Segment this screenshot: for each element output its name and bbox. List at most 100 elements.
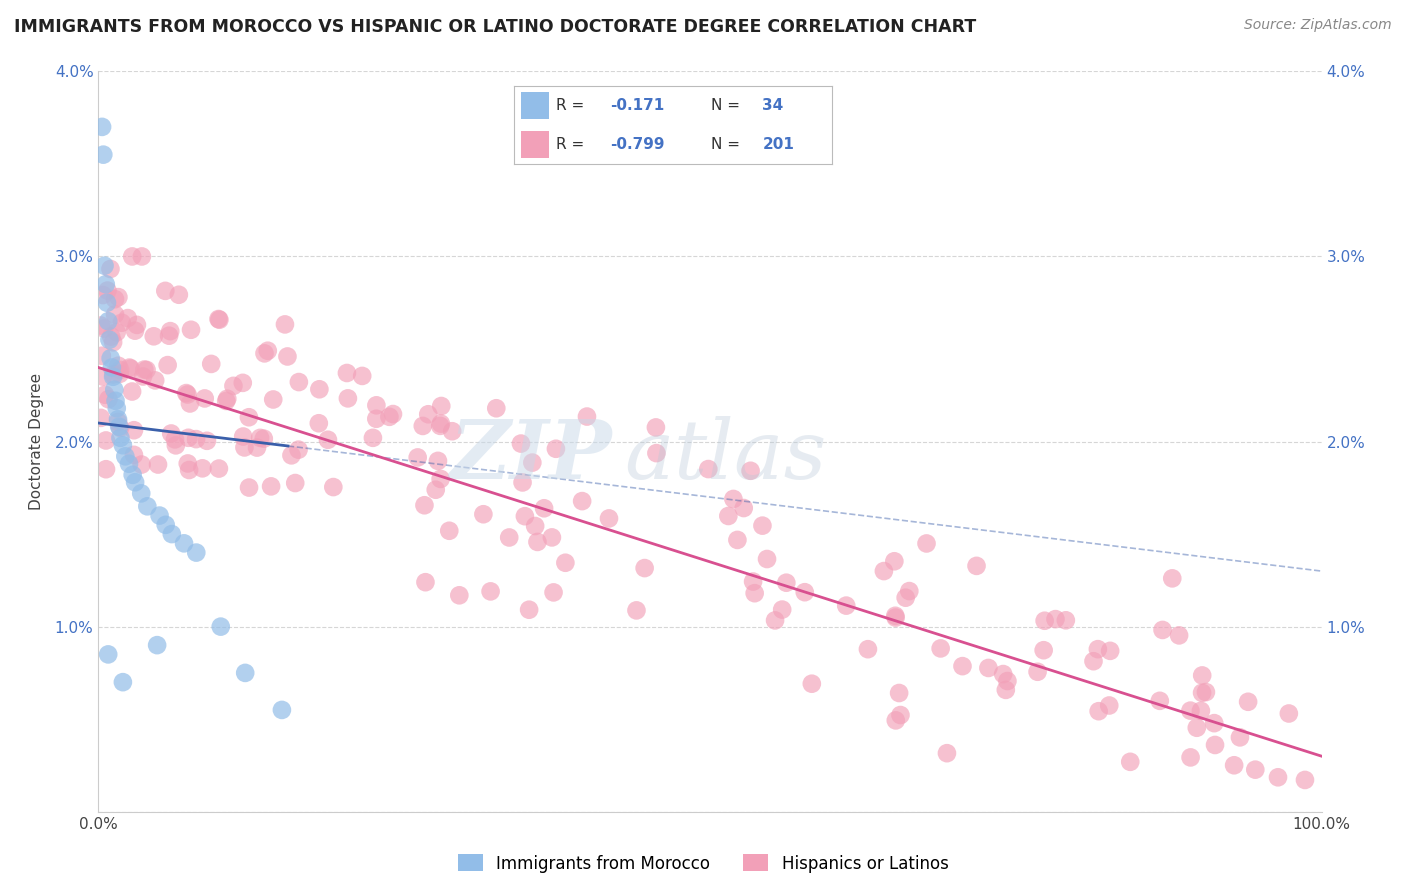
Point: [1087, 704, 1109, 718]
Point: [91, 288, 114, 302]
Point: [1204, 716, 1226, 731]
Point: [107, 290, 129, 304]
Point: [1087, 642, 1109, 657]
Point: [97, 314, 120, 328]
Point: [1278, 706, 1301, 721]
Point: [238, 410, 260, 425]
Point: [111, 438, 134, 452]
Point: [135, 363, 157, 377]
Point: [93, 259, 115, 273]
Point: [159, 324, 181, 338]
Point: [238, 481, 260, 495]
Point: [1223, 758, 1246, 772]
Point: [526, 535, 548, 549]
Point: [180, 323, 202, 337]
Point: [132, 369, 155, 384]
Point: [207, 312, 229, 326]
Point: [288, 375, 311, 389]
Point: [510, 436, 533, 450]
Point: [143, 373, 166, 387]
Point: [366, 411, 388, 425]
Point: [260, 479, 283, 493]
Point: [249, 431, 271, 445]
Point: [439, 524, 461, 538]
Point: [1244, 763, 1267, 777]
Point: [1161, 571, 1184, 585]
Point: [100, 262, 122, 277]
Point: [208, 461, 231, 475]
Point: [101, 360, 124, 375]
Point: [441, 424, 464, 438]
Point: [1180, 750, 1202, 764]
Point: [118, 360, 141, 375]
Point: [156, 358, 179, 372]
Point: [1185, 721, 1208, 735]
Point: [1098, 698, 1121, 713]
Point: [316, 433, 339, 447]
Point: [191, 461, 214, 475]
Point: [233, 441, 256, 455]
Point: [136, 500, 159, 514]
Point: [108, 419, 131, 434]
Point: [598, 511, 620, 525]
Point: [176, 387, 198, 401]
Point: [1054, 613, 1077, 627]
Point: [425, 483, 447, 497]
Point: [1032, 643, 1054, 657]
Legend: Immigrants from Morocco, Hispanics or Latinos: Immigrants from Morocco, Hispanics or La…: [451, 847, 955, 880]
Point: [1191, 668, 1213, 682]
Point: [118, 457, 141, 471]
Point: [131, 250, 153, 264]
Point: [94, 388, 117, 402]
Point: [336, 392, 359, 406]
Point: [308, 382, 330, 396]
Point: [775, 575, 797, 590]
Point: [146, 638, 169, 652]
Point: [733, 501, 755, 516]
Point: [160, 426, 183, 441]
Point: [541, 530, 564, 544]
Point: [406, 450, 429, 465]
Point: [322, 480, 344, 494]
Point: [184, 432, 207, 446]
Point: [179, 463, 201, 477]
Point: [1229, 731, 1251, 745]
Point: [429, 418, 451, 433]
Point: [1204, 738, 1226, 752]
Point: [517, 603, 540, 617]
Point: [336, 366, 359, 380]
Point: [952, 659, 974, 673]
Point: [697, 462, 720, 476]
Point: [90, 410, 112, 425]
Point: [125, 318, 148, 332]
Point: [217, 392, 239, 406]
Point: [1168, 628, 1191, 642]
Point: [723, 491, 745, 506]
Point: [763, 614, 786, 628]
Point: [101, 369, 124, 384]
Text: IMMIGRANTS FROM MOROCCO VS HISPANIC OR LATINO DOCTORATE DEGREE CORRELATION CHART: IMMIGRANTS FROM MOROCCO VS HISPANIC OR L…: [14, 18, 976, 36]
Point: [262, 392, 284, 407]
Point: [915, 536, 938, 550]
Point: [1195, 685, 1218, 699]
Point: [100, 351, 122, 366]
Point: [121, 384, 143, 399]
Point: [994, 682, 1017, 697]
Point: [167, 287, 190, 301]
Point: [884, 714, 907, 728]
Point: [104, 393, 127, 408]
Point: [90, 349, 112, 363]
Point: [626, 603, 648, 617]
Point: [883, 554, 905, 568]
Point: [554, 556, 576, 570]
Point: [101, 335, 124, 350]
Point: [740, 464, 762, 478]
Point: [111, 316, 134, 330]
Point: [146, 458, 169, 472]
Point: [1180, 704, 1202, 718]
Point: [856, 642, 879, 657]
Point: [108, 367, 131, 381]
Point: [645, 446, 668, 460]
Point: [835, 599, 858, 613]
Point: [308, 416, 330, 430]
